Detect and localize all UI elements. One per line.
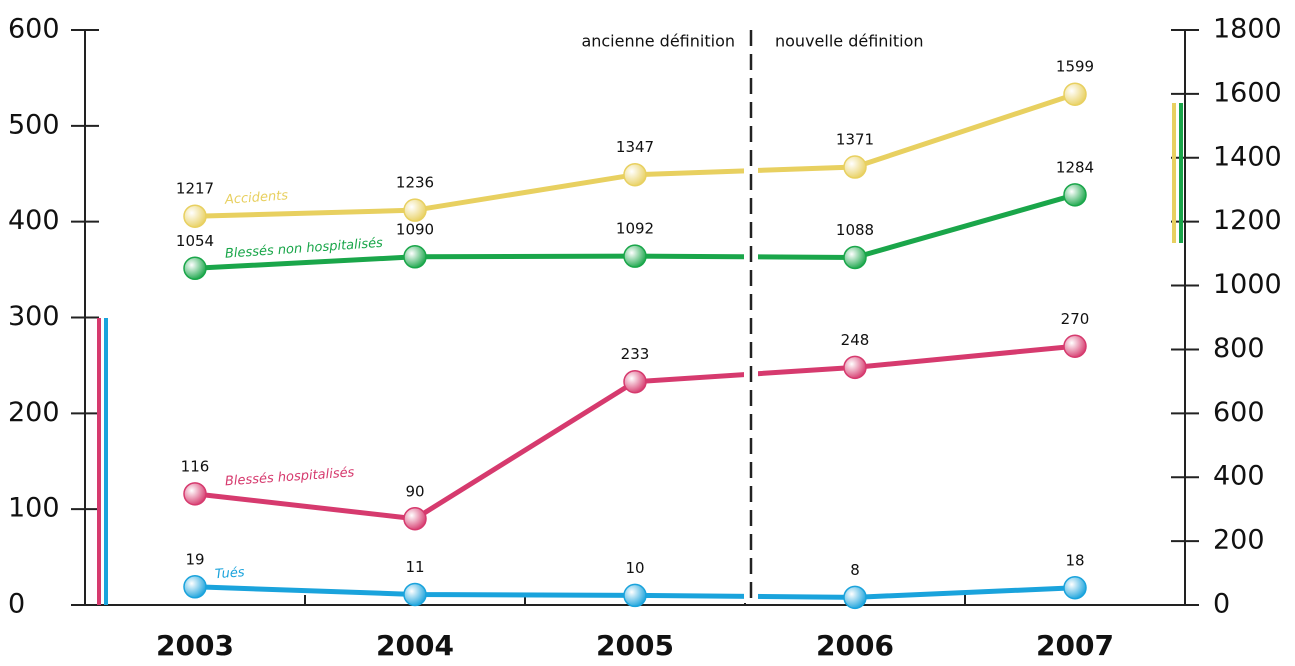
point	[843, 155, 867, 179]
series-label: Blessés hospitalisés	[224, 465, 355, 489]
data-label: 90	[405, 482, 424, 500]
data-label: 1371	[836, 131, 874, 149]
point	[1063, 576, 1087, 600]
point	[843, 355, 867, 380]
data-label: 1599	[1056, 58, 1094, 76]
annotation: ancienne définition	[581, 32, 735, 51]
data-label: 10	[625, 559, 644, 577]
y2-tick-label: 1600	[1213, 77, 1282, 108]
data-label: 1088	[836, 221, 874, 239]
y2-tick-label: 1400	[1213, 141, 1282, 172]
x-tick-label: 2005	[596, 629, 674, 662]
y-tick-label: 600	[8, 14, 60, 45]
y2-tick-label: 1200	[1213, 205, 1282, 236]
point	[1063, 334, 1087, 358]
point	[1063, 82, 1087, 106]
axis-indicator	[1172, 103, 1176, 243]
data-label: 116	[181, 457, 210, 475]
y2-tick-label: 800	[1213, 333, 1265, 364]
y-tick-label: 0	[8, 589, 25, 620]
data-label: 19	[185, 550, 204, 568]
point	[623, 369, 647, 394]
y-tick-label: 500	[8, 109, 60, 140]
y-tick-label: 100	[8, 493, 60, 524]
point	[843, 245, 867, 270]
point	[403, 582, 427, 607]
point	[843, 585, 867, 610]
data-label: 1217	[176, 180, 214, 198]
data-label: 233	[621, 345, 650, 363]
point	[403, 198, 427, 222]
data-label: 18	[1065, 551, 1084, 569]
divider-gap	[744, 30, 758, 603]
data-label: 1054	[176, 232, 214, 250]
data-label: 1092	[616, 220, 654, 238]
data-label: 8	[850, 561, 860, 579]
y-tick-label: 200	[8, 397, 60, 428]
axis-indicator	[1179, 103, 1183, 243]
axis-indicator	[104, 318, 108, 605]
data-label: 270	[1061, 310, 1090, 328]
y2-tick-label: 0	[1213, 589, 1230, 620]
point	[183, 256, 207, 281]
x-tick-label: 2004	[376, 629, 454, 662]
data-label: 1284	[1056, 158, 1094, 176]
y2-tick-label: 1800	[1213, 14, 1282, 45]
point	[403, 245, 427, 269]
y-tick-label: 300	[8, 301, 60, 332]
x-tick-label: 2007	[1036, 629, 1114, 662]
data-label: 1347	[616, 138, 654, 156]
data-label: 248	[841, 331, 870, 349]
point	[623, 244, 647, 268]
point	[183, 482, 207, 506]
x-tick-label: 2003	[156, 629, 234, 662]
x-tick-label: 2006	[816, 629, 894, 662]
point	[183, 204, 207, 228]
y2-tick-label: 200	[1213, 525, 1265, 556]
data-label: 11	[405, 558, 424, 576]
annotation: nouvelle définition	[775, 32, 924, 51]
point	[1063, 183, 1087, 207]
axis-indicator	[97, 318, 101, 605]
point	[183, 575, 207, 599]
point	[403, 507, 427, 531]
point	[623, 583, 647, 608]
y2-tick-label: 400	[1213, 461, 1265, 492]
y2-tick-label: 1000	[1213, 269, 1282, 300]
series-label: Tués	[214, 565, 245, 582]
series-label: Accidents	[223, 188, 288, 207]
data-label: 1236	[396, 174, 434, 192]
data-label: 1090	[396, 220, 434, 238]
point	[623, 162, 647, 187]
y-tick-label: 400	[8, 205, 60, 236]
y2-tick-label: 600	[1213, 397, 1265, 428]
